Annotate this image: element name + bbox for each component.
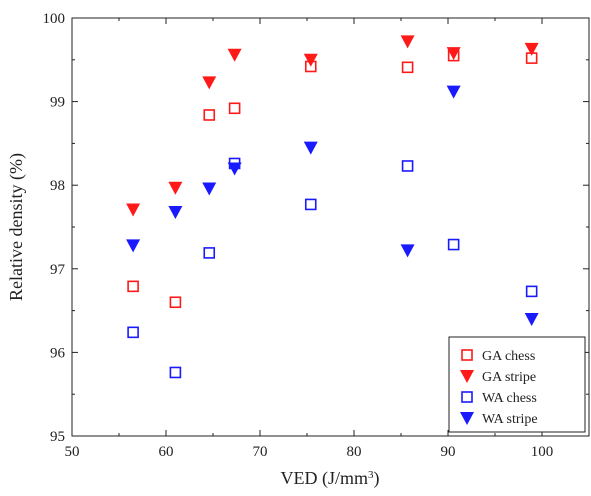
point-wa-stripe bbox=[227, 162, 242, 176]
y-axis-title: Relative density (%) bbox=[6, 153, 27, 301]
point-wa-stripe bbox=[202, 182, 217, 196]
legend-marker-ga-stripe bbox=[460, 370, 474, 383]
y-tick-label: 100 bbox=[43, 11, 66, 27]
point-ga-stripe bbox=[446, 47, 461, 61]
axis-ticks: 50 60 70 80 90 100 95 96 97 98 99 100 bbox=[43, 11, 590, 460]
point-wa-chess bbox=[203, 247, 216, 259]
point-ga-chess bbox=[203, 109, 216, 121]
x-axis-title: VED (J/mm3) bbox=[281, 468, 380, 489]
data-marks bbox=[126, 35, 539, 379]
point-ga-stripe bbox=[227, 48, 242, 62]
point-ga-chess bbox=[127, 280, 139, 293]
point-wa-stripe bbox=[303, 141, 318, 155]
point-ga-chess bbox=[228, 102, 241, 115]
y-tick-label: 96 bbox=[50, 345, 66, 361]
point-wa-chess bbox=[127, 326, 139, 339]
point-wa-stripe bbox=[524, 312, 539, 326]
point-wa-stripe bbox=[446, 85, 461, 99]
x-tick-label: 100 bbox=[531, 444, 554, 460]
legend: GA chess GA stripe WA chess WA stripe bbox=[448, 336, 586, 433]
series-wa-stripe bbox=[126, 85, 539, 326]
series-ga-stripe bbox=[126, 35, 539, 217]
point-wa-chess bbox=[525, 285, 538, 298]
point-ga-chess bbox=[169, 296, 182, 309]
point-wa-chess bbox=[401, 160, 414, 172]
x-tick-label: 80 bbox=[347, 444, 362, 460]
x-tick-label: 90 bbox=[441, 444, 456, 460]
point-wa-stripe bbox=[126, 239, 141, 253]
x-tick-label: 70 bbox=[253, 444, 268, 460]
series-ga-chess bbox=[127, 49, 538, 309]
legend-label: GA chess bbox=[482, 349, 535, 364]
point-wa-chess bbox=[447, 238, 460, 251]
point-wa-stripe bbox=[400, 244, 415, 258]
x-tick-label: 60 bbox=[159, 444, 174, 460]
legend-marker-wa-stripe bbox=[460, 412, 474, 425]
point-ga-stripe bbox=[202, 76, 217, 90]
point-ga-stripe bbox=[168, 181, 183, 195]
point-wa-stripe bbox=[168, 205, 183, 219]
point-ga-stripe bbox=[400, 35, 415, 49]
point-ga-stripe bbox=[126, 203, 141, 217]
legend-marker-ga-chess bbox=[461, 349, 473, 361]
point-wa-chess bbox=[169, 366, 182, 379]
legend-label: GA stripe bbox=[482, 370, 536, 385]
legend-label: WA stripe bbox=[482, 412, 538, 427]
point-wa-chess bbox=[304, 198, 317, 211]
legend-label: WA chess bbox=[482, 391, 537, 406]
point-ga-chess bbox=[401, 61, 414, 74]
y-tick-label: 97 bbox=[50, 262, 66, 278]
x-tick-label: 50 bbox=[65, 444, 80, 460]
point-ga-stripe bbox=[524, 42, 539, 56]
y-tick-label: 98 bbox=[50, 178, 65, 194]
y-tick-label: 95 bbox=[50, 429, 65, 445]
point-ga-stripe bbox=[303, 53, 318, 67]
legend-marker-wa-chess bbox=[461, 391, 473, 403]
y-tick-label: 99 bbox=[50, 95, 65, 111]
